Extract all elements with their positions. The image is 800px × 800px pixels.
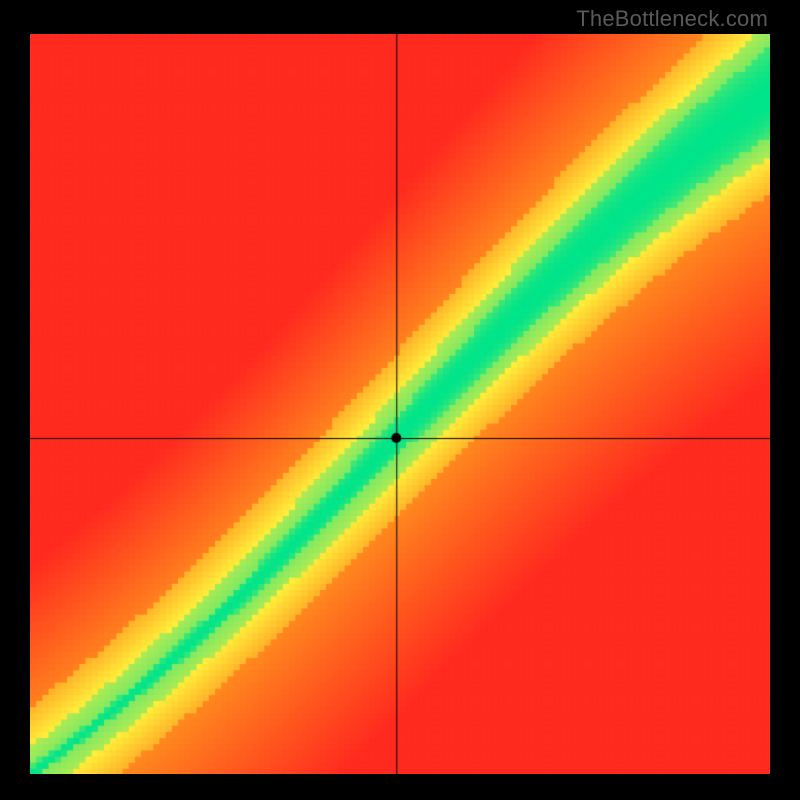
watermark-text: TheBottleneck.com [576, 6, 768, 32]
bottleneck-heatmap [30, 34, 770, 774]
